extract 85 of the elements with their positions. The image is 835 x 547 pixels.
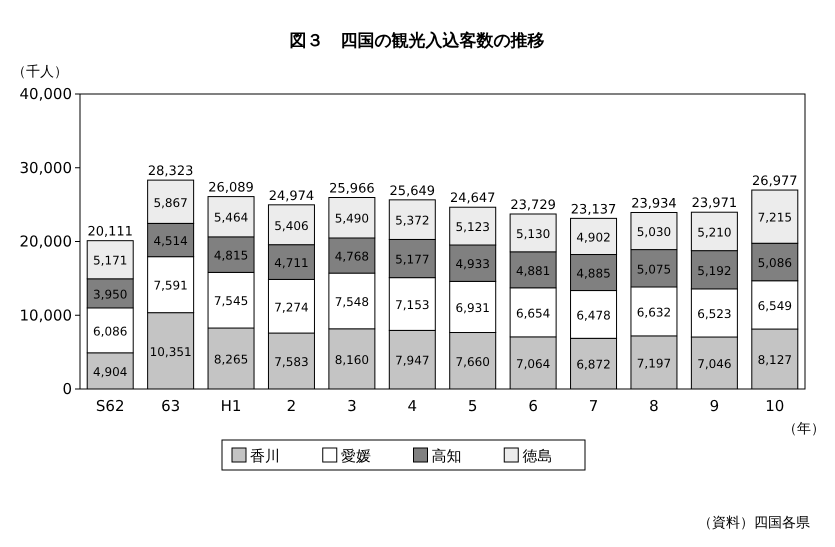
data-label: 5,210 (697, 225, 732, 240)
data-label: 5,406 (274, 218, 309, 233)
data-label: 7,274 (274, 300, 309, 314)
data-label: 5,372 (395, 214, 430, 228)
x-tick-label: 8 (649, 397, 659, 415)
data-label: 4,768 (334, 250, 370, 264)
x-tick-label: 4 (408, 397, 418, 415)
x-tick-label: 10 (765, 397, 784, 415)
data-label: 7,215 (758, 210, 792, 225)
x-axis-title: （年） (783, 421, 825, 437)
data-label: 5,490 (334, 212, 370, 226)
y-tick-label: 40,000 (20, 85, 72, 103)
data-label: 6,872 (576, 358, 611, 372)
data-label: 3,950 (93, 287, 128, 302)
text: （資料）四国各県 (698, 515, 810, 531)
data-label: 5,171 (93, 254, 128, 268)
data-label: 4,711 (274, 256, 309, 270)
data-label: 4,815 (214, 248, 248, 263)
y-tick-label: 0 (62, 380, 72, 398)
total-label: 23,729 (510, 198, 556, 213)
data-label: 7,046 (697, 357, 732, 372)
data-label: 6,931 (456, 300, 490, 315)
x-tick-label: 6 (528, 397, 538, 415)
data-label: 8,160 (334, 352, 370, 367)
legend-label: 香川 (250, 447, 280, 465)
total-label: 23,971 (692, 196, 738, 212)
x-tick-label: 2 (286, 397, 296, 415)
data-label: 6,478 (576, 308, 611, 322)
data-label: 4,881 (516, 264, 550, 278)
data-label: 7,545 (214, 294, 248, 308)
x-tick-label: 63 (161, 397, 180, 415)
data-label: 4,885 (576, 266, 611, 281)
legend-label: 徳島 (522, 447, 552, 465)
data-label: 5,464 (214, 210, 248, 225)
data-label: 7,153 (395, 298, 430, 312)
legend-label: 愛媛 (340, 447, 371, 465)
data-label: 4,933 (456, 257, 490, 272)
x-tick-label: 9 (710, 397, 720, 415)
data-label: 6,632 (636, 305, 672, 320)
y-axis-title: （千人） (12, 64, 68, 80)
data-label: 6,523 (697, 306, 732, 321)
y-tick-label: 10,000 (20, 306, 72, 324)
total-label: 25,966 (329, 182, 375, 196)
total-label: 24,647 (450, 191, 496, 206)
data-label: 5,192 (697, 264, 732, 278)
data-label: 10,351 (150, 344, 192, 359)
data-label: 7,548 (334, 294, 370, 309)
data-label: 7,064 (516, 356, 550, 371)
total-label: 23,137 (570, 202, 616, 218)
data-label: 6,086 (93, 324, 128, 338)
data-label: 5,123 (456, 220, 490, 234)
x-tick-label: 3 (347, 397, 357, 415)
data-label: 7,660 (456, 354, 490, 369)
chart-title: 図３ 四国の観光入込客数の推移 (290, 31, 544, 51)
data-label: 4,514 (153, 234, 188, 248)
data-label: 6,549 (758, 298, 792, 313)
x-tick-label: 5 (468, 397, 478, 415)
data-label: 5,130 (516, 226, 550, 241)
data-label: 5,086 (758, 256, 792, 270)
legend-label: 高知 (432, 447, 462, 465)
y-tick-label: 30,000 (20, 158, 72, 177)
data-label: 4,904 (93, 364, 128, 379)
x-tick-label: 7 (588, 397, 598, 415)
x-tick-label: S62 (96, 397, 125, 415)
total-label: 23,934 (631, 196, 677, 212)
total-label: 28,323 (148, 164, 194, 180)
data-label: 5,867 (153, 196, 188, 210)
total-label: 25,649 (390, 184, 436, 199)
data-label: 7,197 (636, 356, 672, 370)
total-label: 26,089 (208, 180, 254, 196)
data-label: 4,902 (576, 230, 611, 244)
data-label: 7,591 (153, 278, 188, 293)
total-label: 24,974 (268, 188, 314, 204)
y-tick-label: 20,000 (20, 232, 72, 250)
data-label: 8,127 (758, 353, 792, 368)
data-label: 8,265 (214, 352, 248, 367)
data-label: 6,654 (516, 306, 550, 320)
data-label: 7,947 (395, 354, 430, 368)
data-label: 7,583 (274, 355, 309, 370)
x-tick-label: H1 (220, 397, 242, 415)
total-label: 26,977 (752, 174, 798, 190)
data-label: 5,177 (395, 252, 430, 267)
total-label: 20,111 (87, 224, 133, 240)
data-label: 5,075 (636, 262, 672, 276)
data-label: 5,030 (636, 225, 672, 240)
